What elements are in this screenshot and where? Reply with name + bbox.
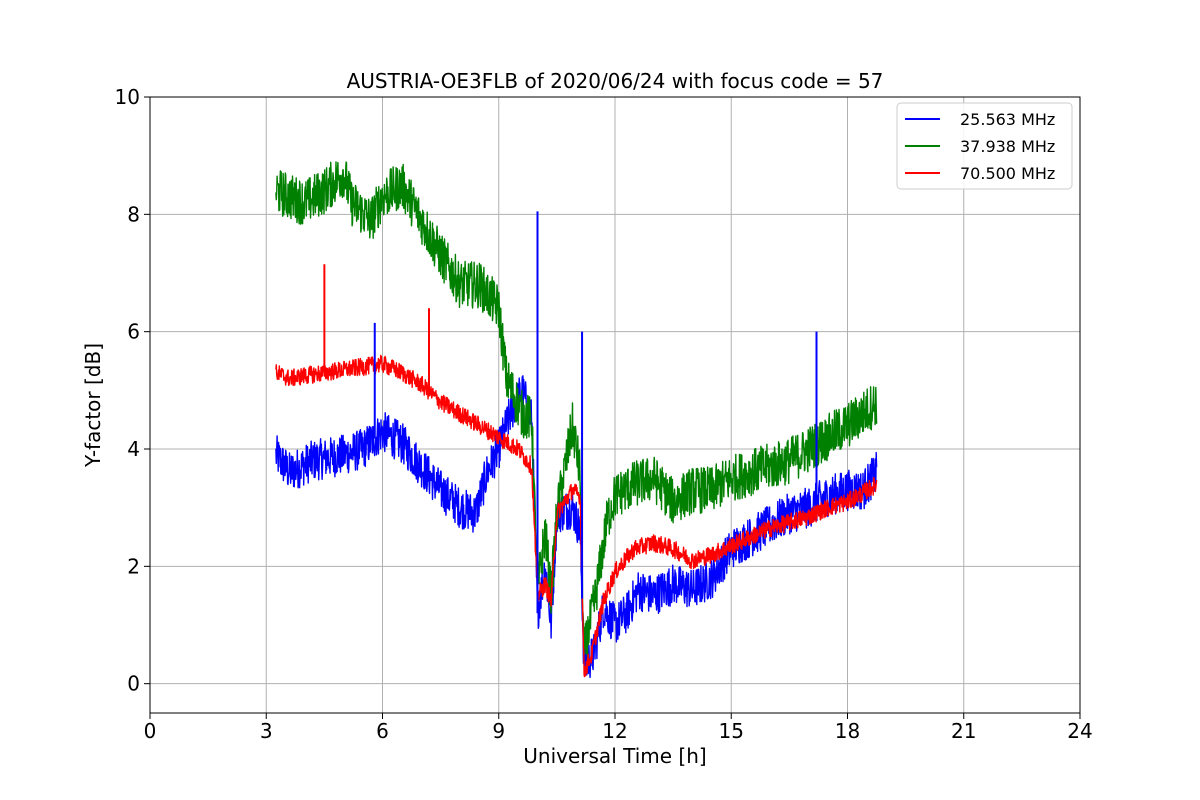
y-tick-label: 6: [127, 320, 140, 344]
x-tick-label: 0: [144, 719, 157, 743]
legend: 25.563 MHz 37.938 MHz 70.500 MHz: [896, 102, 1073, 190]
series-line-3: [275, 354, 878, 678]
x-tick-label: 18: [835, 719, 860, 743]
x-tick-label: 21: [951, 719, 976, 743]
x-tick-label: 6: [376, 719, 389, 743]
series-line-2: [275, 161, 878, 661]
y-tick-label: 8: [127, 202, 140, 226]
x-tick-label: 9: [492, 719, 505, 743]
legend-label: 70.500 MHz: [960, 164, 1055, 183]
x-tick-label: 15: [719, 719, 744, 743]
x-tick-label: 12: [602, 719, 627, 743]
y-tick-label: 2: [127, 554, 140, 578]
legend-item: 25.563 MHz: [905, 110, 1055, 129]
legend-item: 37.938 MHz: [905, 137, 1055, 156]
y-tick-label: 10: [115, 85, 140, 109]
y-axis: 0 2 4 6 8 10: [115, 85, 150, 696]
x-axis-label: Universal Time [h]: [523, 744, 706, 768]
plot-area: [275, 161, 878, 679]
legend-frame: [896, 102, 1073, 190]
legend-label: 25.563 MHz: [960, 110, 1055, 129]
y-axis-label: Y-factor [dB]: [81, 343, 105, 468]
legend-label: 37.938 MHz: [960, 137, 1055, 156]
x-tick-label: 3: [260, 719, 273, 743]
series-line-1: [275, 375, 878, 679]
legend-item: 70.500 MHz: [905, 164, 1055, 183]
x-axis: 0 3 6 9 12 15 18 21 24: [144, 713, 1093, 743]
y-tick-label: 0: [127, 672, 140, 696]
x-tick-label: 24: [1067, 719, 1092, 743]
y-tick-label: 4: [127, 437, 140, 461]
chart-title: AUSTRIA-OE3FLB of 2020/06/24 with focus …: [347, 69, 884, 93]
